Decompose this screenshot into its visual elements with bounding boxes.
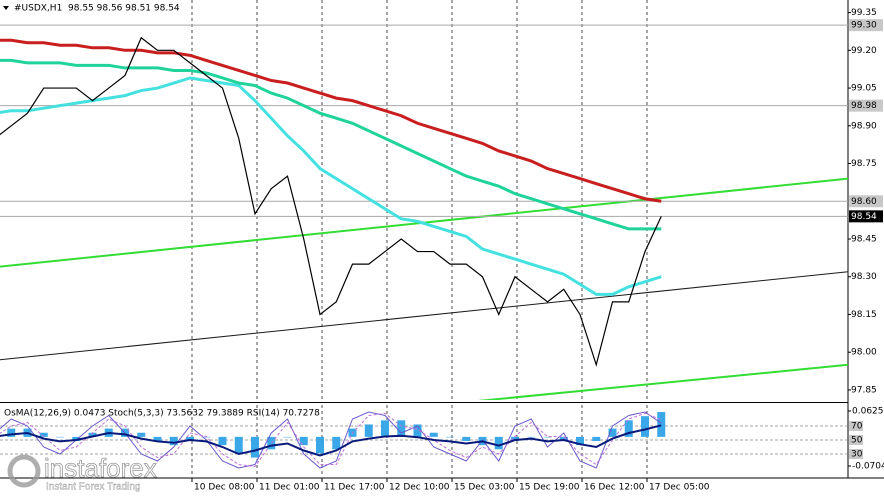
oscillator-line <box>0 412 662 468</box>
osma-bar <box>56 436 64 438</box>
osma-bar <box>397 420 406 437</box>
x-tick-label: 11 Dec 01:00 <box>259 483 320 493</box>
y-tick-label: 98.00 <box>851 348 877 358</box>
osma-bar <box>39 432 48 437</box>
level-label-bg <box>849 19 883 32</box>
osma-bar <box>267 436 276 450</box>
brand-tagline: Instant Forex Trading <box>46 482 141 493</box>
y-tick-label-bg <box>849 449 863 459</box>
osma-bar <box>169 436 178 446</box>
osma-bar <box>657 412 666 437</box>
osma-bar <box>511 436 519 442</box>
osma-bar <box>186 436 194 442</box>
indicator-title: OsMA(12,26,9) 0.0473 Stoch(5,3,3) 73.563… <box>4 409 320 419</box>
level-label-bg <box>849 210 883 223</box>
osma-bar <box>218 436 227 446</box>
osma-bar <box>413 424 422 437</box>
osma-bar <box>641 416 649 437</box>
branding: instaforex Instant Forex Trading <box>7 452 157 493</box>
x-tick-label: 16 Dec 12:00 <box>584 483 645 493</box>
chart-title: #USDX,H1 <box>14 4 62 14</box>
osma-bar <box>251 436 259 458</box>
osma-bar <box>543 436 552 438</box>
brand-icon <box>7 454 41 488</box>
y-tick-label: 99.05 <box>851 84 877 94</box>
osma-bar <box>299 436 308 446</box>
ohlc-text: 98.55 98.56 98.51 98.54 <box>68 4 180 14</box>
moving-average <box>0 58 662 231</box>
osma-bar <box>137 432 146 437</box>
x-tick-label: 11 Dec 17:00 <box>324 483 385 493</box>
level-label: 98.60 <box>851 197 877 207</box>
main-plot <box>0 0 848 400</box>
osma-bar <box>381 420 389 437</box>
osma-bar <box>72 436 81 442</box>
osma-bar <box>429 432 438 437</box>
oscillator-line <box>0 424 662 457</box>
x-tick-label: 15 Dec 03:00 <box>454 483 515 493</box>
osma-bar <box>7 428 16 437</box>
y-tick-label: 98.45 <box>851 234 877 244</box>
y-tick-label: 99.20 <box>851 46 877 56</box>
y-tick-label-bg <box>849 435 863 445</box>
x-tick-label: 10 Dec 08:00 <box>194 483 255 493</box>
y2-tick-label: -0.0704 <box>852 462 884 472</box>
axes: 10 Dec 08:00 11 Dec 01:00 11 Dec 17:00 12 D… <box>191 8 884 493</box>
y-tick-label: 99.35 <box>851 8 877 18</box>
y-tick-label: 97.85 <box>851 385 877 395</box>
y-tick-label: 98.15 <box>851 310 877 320</box>
y-tick-label: 98.75 <box>851 159 877 169</box>
moving-average <box>0 76 662 296</box>
osma-bar <box>153 436 162 442</box>
y-tick-label: 30 <box>851 450 863 460</box>
osma-bar <box>576 436 584 446</box>
osma-bar <box>559 436 568 442</box>
level-label: 98.98 <box>851 101 877 111</box>
y-tick-label: 70 <box>851 422 863 432</box>
moving-average <box>0 38 662 203</box>
osma-bar <box>527 436 536 438</box>
level-label: 99.30 <box>851 21 877 31</box>
osma-bar <box>283 436 292 438</box>
price-line <box>0 36 662 367</box>
y-tick-label: 50 <box>851 436 863 446</box>
y-tick-label: 98.90 <box>851 121 877 131</box>
trendline <box>477 363 848 400</box>
x-tick-label: 15 Dec 19:00 <box>519 483 580 493</box>
osma-bar <box>592 436 601 442</box>
osma-bar <box>494 436 503 450</box>
osma-bar <box>88 432 97 437</box>
x-tick-label: 17 Dec 05:00 <box>649 483 710 493</box>
y-tick-label-bg <box>849 421 863 431</box>
level-label-bg <box>849 99 883 112</box>
osma-bar <box>608 428 617 437</box>
osma-bar <box>316 436 324 454</box>
osma-bar <box>446 436 454 438</box>
menu-arrow <box>3 6 9 10</box>
osma-bar <box>462 436 471 442</box>
osma-bar <box>234 436 243 454</box>
level-label-bg <box>849 195 883 208</box>
osma-bar <box>624 420 633 437</box>
brand-name: instaforex <box>44 453 157 483</box>
level-label: 98.54 <box>851 212 877 222</box>
indicator-plot <box>0 405 848 475</box>
y-tick-label: 98.30 <box>851 272 877 282</box>
trendline <box>0 271 848 361</box>
x-tick-label: 12 Dec 10:00 <box>389 483 450 493</box>
osma-bar <box>332 436 341 450</box>
osma-bar <box>364 424 373 437</box>
y2-tick-label: 0.0625 <box>852 407 884 417</box>
